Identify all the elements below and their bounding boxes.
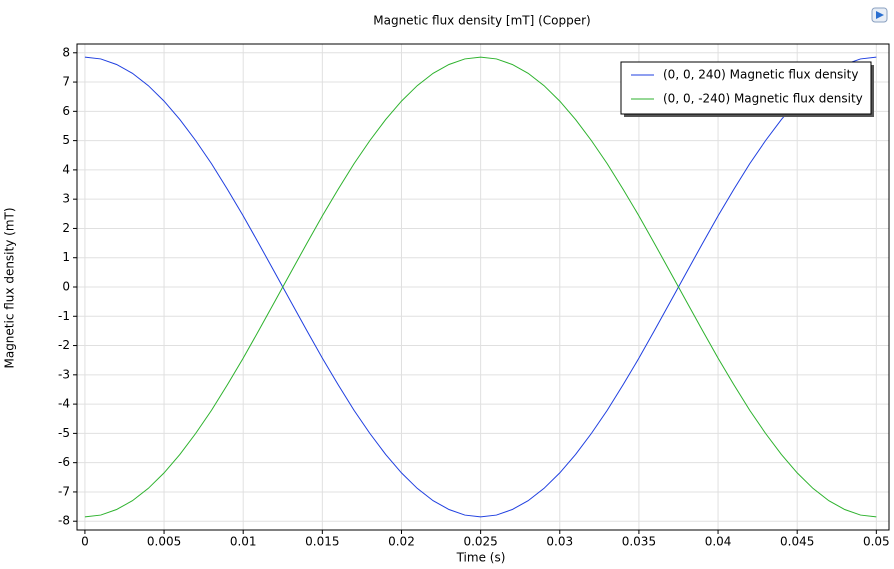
y-tick-label: -8 [58,514,70,528]
y-tick-label: -2 [58,338,70,352]
x-tick-label: 0.035 [622,535,656,549]
x-tick-label: 0 [81,535,89,549]
x-tick-label: 0.01 [230,535,257,549]
y-tick-label: -4 [58,397,70,411]
series-line [84,56,877,518]
y-tick-label: -3 [58,367,70,381]
y-tick-label: -1 [58,309,70,323]
x-tick-label: 0.025 [463,535,497,549]
y-tick-label: -5 [58,426,70,440]
y-tick-label: 3 [62,192,70,206]
y-tick-label: -7 [58,484,70,498]
legend-label: (0, 0, 240) Magnetic flux density [663,68,858,82]
legend: (0, 0, 240) Magnetic flux density (0, 0, … [620,61,874,117]
plot-frame [76,43,890,531]
y-axis-label: Magnetic flux density (mT) [3,207,17,368]
y-tick-label: -6 [58,455,70,469]
x-tick-label: 0.005 [147,535,181,549]
y-tick-label: 4 [62,162,70,176]
chart-title: Magnetic flux density [mT] (Copper) [373,14,591,28]
x-tick-label: 0.04 [705,535,732,549]
x-tick-label: 0.045 [780,535,814,549]
y-tick-label: 6 [62,104,70,118]
x-tick-label: 0.02 [388,535,415,549]
series-line [84,56,877,518]
x-axis-label: Time (s) [456,551,506,565]
x-tick-label: 0.015 [305,535,339,549]
toolbar-icon[interactable] [871,7,888,23]
y-tick-label: 2 [62,221,70,235]
legend-box [620,61,872,115]
x-tick-label: 0.03 [546,535,573,549]
y-tick-label: 7 [62,75,70,89]
y-tick-label: 5 [62,133,70,147]
legend-label: (0, 0, -240) Magnetic flux density [663,92,863,106]
y-tick-label: 0 [62,280,70,294]
y-tick-label: 8 [62,45,70,59]
y-tick-label: 1 [62,250,70,264]
x-tick-label: 0.05 [863,535,890,549]
